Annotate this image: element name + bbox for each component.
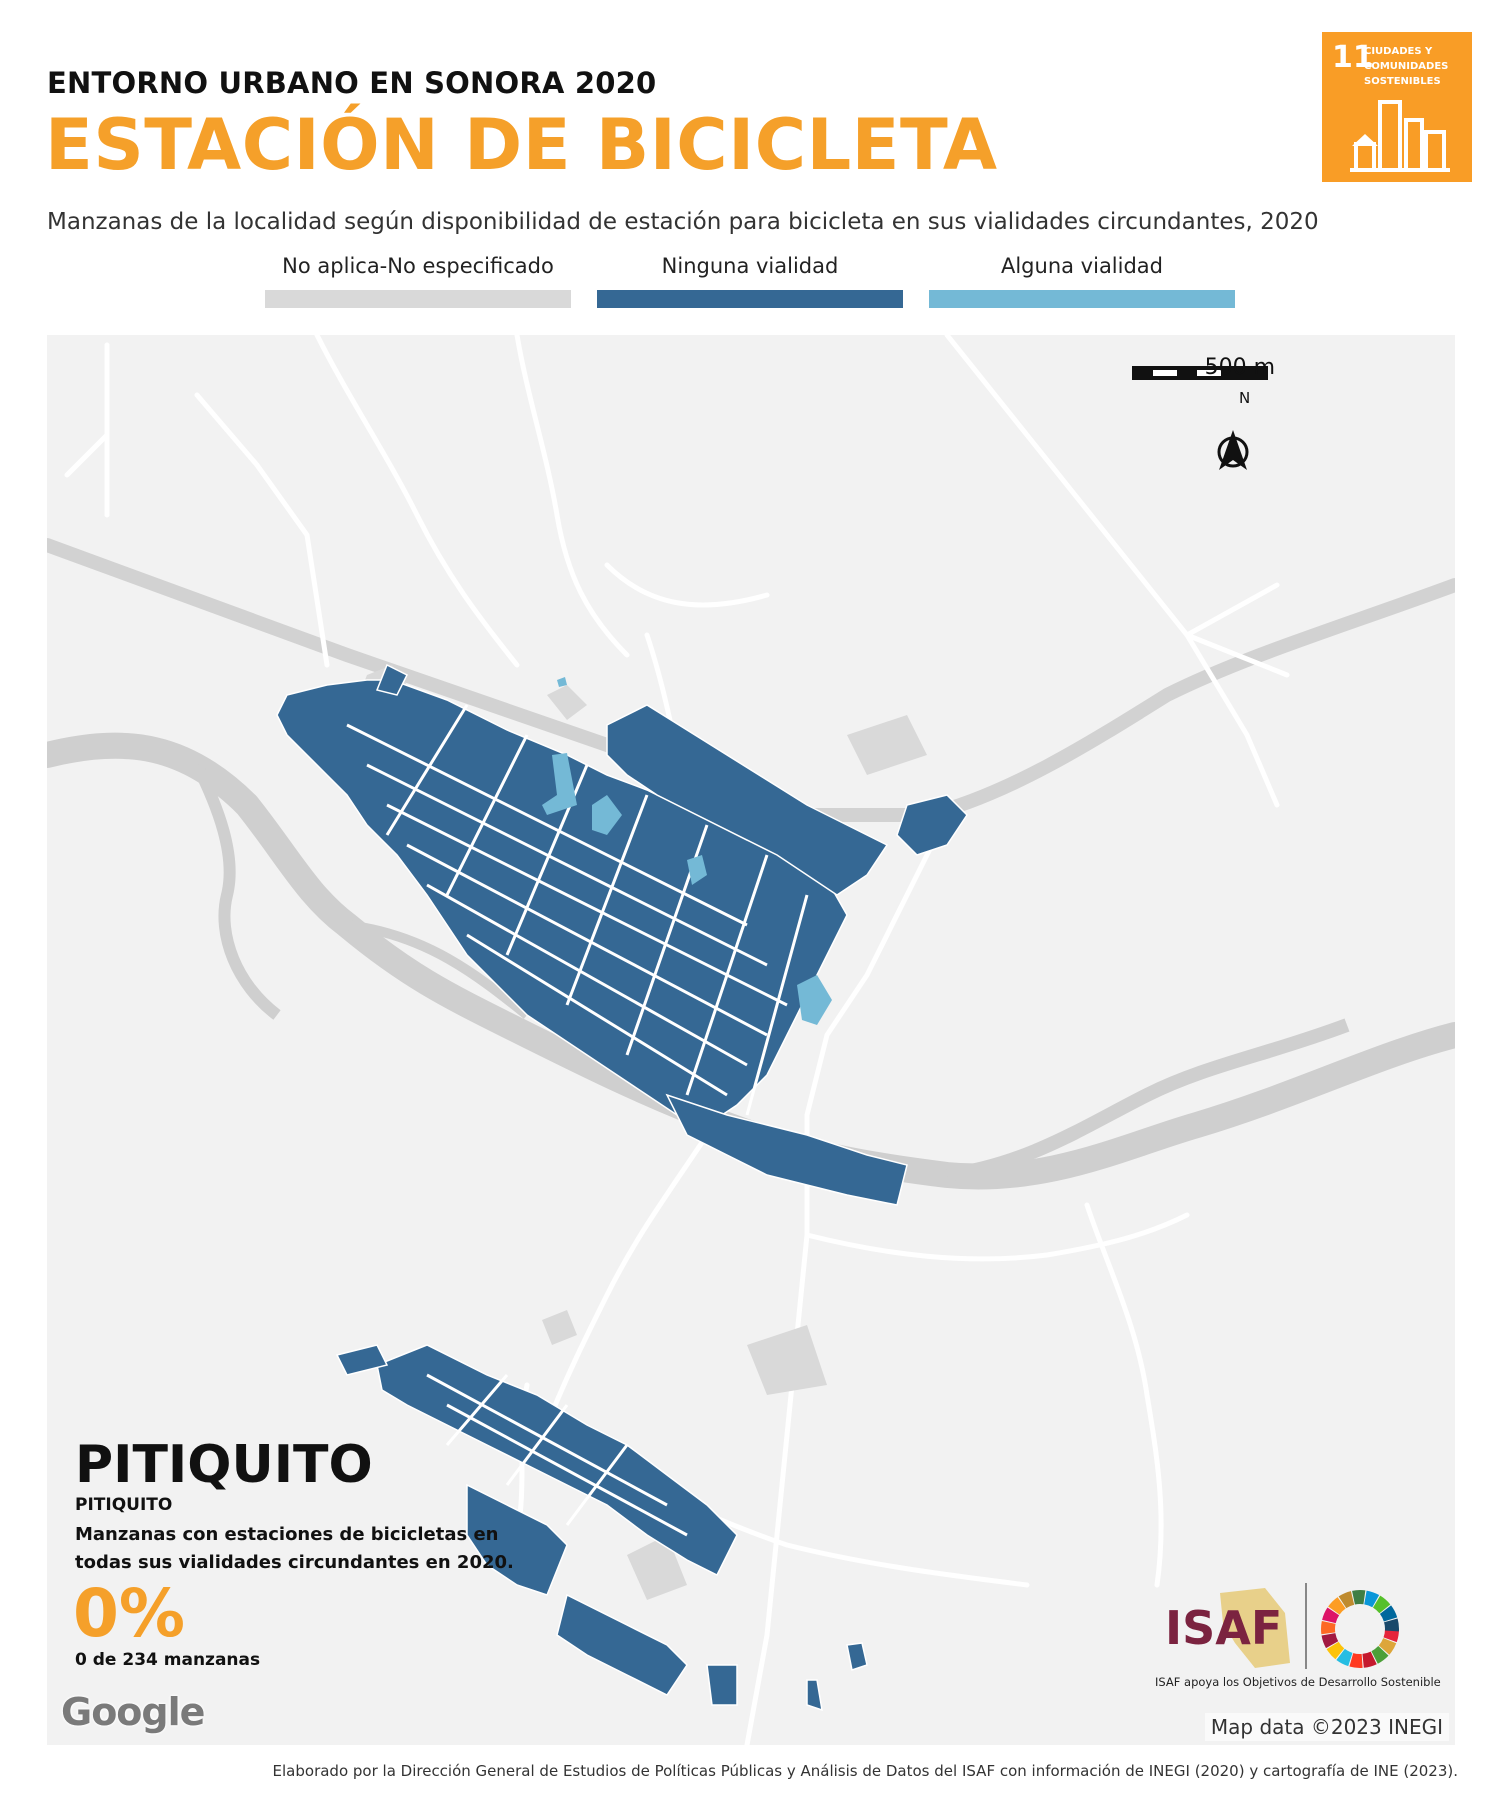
place-name: PITIQUITO — [75, 1435, 373, 1495]
legend-swatch-na — [265, 290, 571, 308]
blocks-na — [357, 665, 927, 1600]
isaf-logo-block: ISAF ISAF apoy — [1155, 1583, 1441, 1693]
legend-label-none: Ninguna vialidad — [661, 254, 839, 278]
legend-swatch-none — [597, 290, 903, 308]
sonora-map-icon — [1220, 1588, 1290, 1668]
google-logo: Google — [61, 1690, 205, 1734]
place-count: 0 de 234 manzanas — [75, 1650, 261, 1670]
legend-label-na: No aplica-No especificado — [282, 254, 554, 278]
sdg-number: 11 — [1332, 40, 1374, 75]
source-credit: Elaborado por la Dirección General de Es… — [272, 1762, 1458, 1780]
page-subtitle: ENTORNO URBANO EN SONORA 2020 — [47, 66, 657, 100]
scale-bar — [1132, 366, 1268, 380]
road-network — [64, 335, 1290, 1745]
map-panel[interactable]: 500 m N PITIQUITO PITIQUITO Manzanas con… — [47, 335, 1455, 1745]
isaf-logo-text: ISAF — [1165, 1601, 1283, 1655]
place-municipality: PITIQUITO — [75, 1495, 173, 1515]
isaf-caption: ISAF apoya los Objetivos de Desarrollo S… — [1155, 1675, 1441, 1689]
sdg-label: CIUDADES Y COMUNIDADES SOSTENIBLES — [1364, 46, 1449, 87]
blocks-some — [542, 677, 832, 1025]
street-grid — [346, 704, 809, 1537]
place-description: Manzanas con estaciones de bicicletas en… — [75, 1524, 514, 1573]
place-percent: 0% — [73, 1575, 186, 1652]
map-attribution: Map data ©2023 INEGI — [1204, 1713, 1449, 1741]
logo-divider — [1305, 1583, 1307, 1669]
north-arrow-icon — [1217, 430, 1249, 470]
sdg-11-badge: 11 CIUDADES Y COMUNIDADES SOSTENIBLES — [1322, 32, 1472, 182]
map-canvas — [47, 335, 1455, 1745]
legend-swatch-some — [929, 290, 1235, 308]
scale-label: 500 m — [1204, 355, 1275, 380]
map-description: Manzanas de la localidad según disponibi… — [47, 209, 1319, 235]
page-title: ESTACIÓN DE BICICLETA — [45, 104, 998, 186]
city-buildings-icon — [1350, 100, 1450, 172]
north-label: N — [1239, 389, 1251, 407]
legend-label-some: Alguna vialidad — [1000, 254, 1164, 278]
sdg-wheel-icon — [1321, 1590, 1399, 1668]
